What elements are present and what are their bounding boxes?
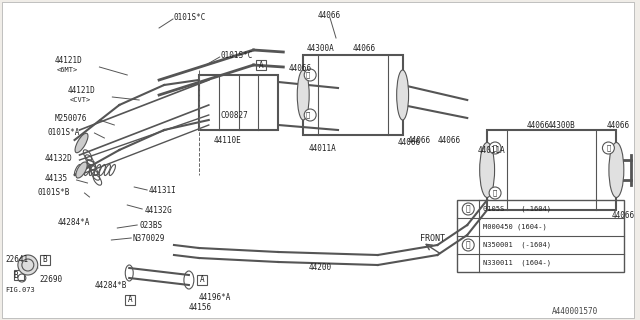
Text: 023BS: 023BS <box>139 220 163 229</box>
Ellipse shape <box>479 142 495 197</box>
Bar <box>125 295 135 305</box>
Text: FIG.073: FIG.073 <box>5 287 35 293</box>
Text: 44011A: 44011A <box>308 143 336 153</box>
Text: N350001  (-1604): N350001 (-1604) <box>483 242 551 248</box>
Text: 44110E: 44110E <box>214 135 241 145</box>
Text: 44300B: 44300B <box>548 121 575 130</box>
Bar <box>199 75 278 130</box>
Text: 44156: 44156 <box>189 303 212 313</box>
Text: 44121D: 44121D <box>68 85 95 94</box>
Circle shape <box>489 187 501 199</box>
Bar <box>197 275 207 285</box>
Text: 44121D: 44121D <box>54 55 83 65</box>
Text: 22641: 22641 <box>5 255 28 265</box>
Text: ①: ① <box>306 72 310 78</box>
Text: 44200: 44200 <box>308 263 332 273</box>
Ellipse shape <box>297 70 309 120</box>
Text: ①: ① <box>493 145 497 151</box>
Ellipse shape <box>75 133 88 153</box>
Text: 44132G: 44132G <box>144 205 172 214</box>
Text: 44135: 44135 <box>45 173 68 182</box>
Ellipse shape <box>397 70 408 120</box>
Circle shape <box>18 255 38 275</box>
Circle shape <box>462 239 474 251</box>
Text: ②: ② <box>493 190 497 196</box>
Text: 44066: 44066 <box>527 121 550 130</box>
Text: 0101S*C: 0101S*C <box>221 51 253 60</box>
Text: 0105S    (-1604): 0105S (-1604) <box>483 206 551 212</box>
Bar <box>458 200 625 272</box>
Text: N330011  (1604-): N330011 (1604-) <box>483 260 551 266</box>
Text: A: A <box>128 295 132 305</box>
Text: 44066: 44066 <box>397 138 420 147</box>
Text: 44066: 44066 <box>611 211 634 220</box>
Bar <box>257 60 266 70</box>
Bar <box>303 55 403 135</box>
Text: 44300A: 44300A <box>306 44 334 52</box>
Text: B: B <box>13 270 18 279</box>
Text: 0101S*C: 0101S*C <box>174 12 206 21</box>
Text: ②: ② <box>306 112 310 118</box>
Text: <6MT>: <6MT> <box>57 67 78 73</box>
Circle shape <box>304 109 316 121</box>
Text: FRONT: FRONT <box>420 234 445 243</box>
Text: 22690: 22690 <box>40 276 63 284</box>
Bar <box>14 270 24 280</box>
Text: M000450 (1604-): M000450 (1604-) <box>483 224 547 230</box>
Circle shape <box>489 142 501 154</box>
Text: A: A <box>259 60 264 69</box>
Circle shape <box>304 69 316 81</box>
Ellipse shape <box>76 162 87 178</box>
Text: 44066: 44066 <box>607 121 630 130</box>
Text: N370029: N370029 <box>132 234 164 243</box>
Text: ②: ② <box>466 241 470 250</box>
Text: 44131I: 44131I <box>149 186 177 195</box>
Text: M250076: M250076 <box>54 114 87 123</box>
Text: ①: ① <box>606 145 611 151</box>
Text: 44066: 44066 <box>408 135 431 145</box>
Circle shape <box>462 203 474 215</box>
Text: 44066: 44066 <box>353 44 376 52</box>
Text: 0101S*B: 0101S*B <box>38 188 70 196</box>
Ellipse shape <box>609 142 624 197</box>
Text: 44066: 44066 <box>318 11 341 20</box>
Text: 44196*A: 44196*A <box>199 293 231 302</box>
Text: 44066: 44066 <box>437 135 461 145</box>
Text: 44284*A: 44284*A <box>58 218 90 227</box>
Text: C00827: C00827 <box>221 110 248 119</box>
Text: 44284*B: 44284*B <box>95 281 127 290</box>
Text: 44132D: 44132D <box>45 154 72 163</box>
Text: 44011A: 44011A <box>477 146 505 155</box>
Text: A: A <box>200 276 204 284</box>
Bar <box>40 255 50 265</box>
Text: 0101S*A: 0101S*A <box>48 127 80 137</box>
Text: <CVT>: <CVT> <box>70 97 91 103</box>
Text: ①: ① <box>466 204 470 213</box>
Text: 44066: 44066 <box>288 63 312 73</box>
Text: B: B <box>42 255 47 265</box>
Circle shape <box>602 142 614 154</box>
Text: A440001570: A440001570 <box>552 308 598 316</box>
Bar <box>487 130 616 210</box>
